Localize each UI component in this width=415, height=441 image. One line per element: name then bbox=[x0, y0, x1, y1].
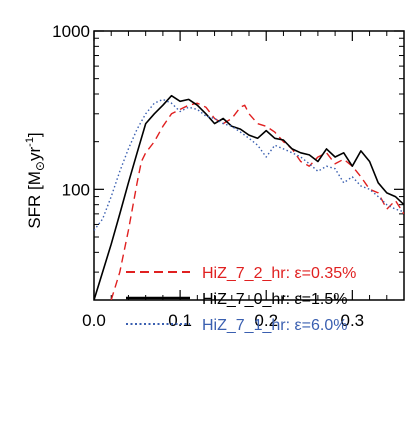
series-line-1 bbox=[94, 94, 404, 300]
y-axis-label: SFR [M⊙yr-1] bbox=[24, 132, 47, 228]
ylabel-exponent: -1 bbox=[24, 137, 36, 147]
ylabel-close: ] bbox=[25, 132, 44, 137]
series-line-2 bbox=[94, 98, 404, 231]
ticks-layer: 0.0 0.1 0.2 0.3 100 1000 bbox=[52, 22, 404, 330]
legend-label-1: HiZ_7_0_hr: ε=1.5% bbox=[202, 291, 347, 308]
legend-label-0: HiZ_7_2_hr: ε=0.35% bbox=[202, 265, 356, 282]
legend-label-2: HiZ_7_1_hr: ε=6.0% bbox=[202, 317, 347, 334]
x-tick-label: 0.1 bbox=[168, 311, 192, 330]
series-layer bbox=[94, 94, 404, 300]
ylabel-sun-symbol: ⊙ bbox=[33, 161, 47, 171]
y-tick-label: 100 bbox=[62, 180, 90, 199]
x-tick-label: 0.0 bbox=[82, 311, 106, 330]
ylabel-yr: yr bbox=[25, 147, 44, 162]
y-tick-label: 1000 bbox=[52, 22, 90, 41]
legend: HiZ_7_2_hr: ε=0.35% HiZ_7_0_hr: ε=1.5% HiZ… bbox=[126, 265, 356, 334]
ylabel-main: SFR [M bbox=[25, 171, 44, 229]
x-tick-label: 0.3 bbox=[341, 311, 365, 330]
x-tick-label: 0.2 bbox=[254, 311, 278, 330]
